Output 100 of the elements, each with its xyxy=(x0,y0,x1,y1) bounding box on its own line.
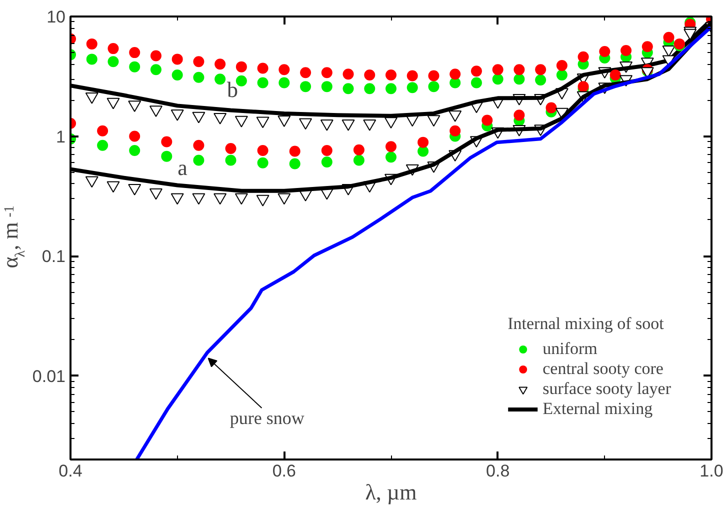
point xyxy=(193,140,204,151)
point xyxy=(482,114,493,126)
point xyxy=(386,83,396,94)
point xyxy=(418,136,429,148)
y-tick-label: 10 xyxy=(46,8,66,26)
point xyxy=(129,61,140,72)
point xyxy=(85,92,98,104)
point xyxy=(278,77,290,88)
x-tick-label: 0.4 xyxy=(58,462,82,480)
point xyxy=(386,141,396,152)
point xyxy=(599,46,610,58)
point xyxy=(321,81,332,92)
point xyxy=(299,118,312,130)
point xyxy=(610,69,621,80)
point xyxy=(172,69,183,80)
legend-label: uniform xyxy=(542,339,598,359)
point xyxy=(556,69,568,80)
point xyxy=(363,119,376,131)
point xyxy=(193,72,204,83)
point xyxy=(108,43,119,54)
point xyxy=(106,98,120,110)
x-axis-title: λ, µm xyxy=(365,480,417,504)
point xyxy=(97,140,108,151)
legend-label: central sooty core xyxy=(542,359,664,379)
y-tick-label: 0.01 xyxy=(32,366,66,386)
point xyxy=(321,67,332,78)
point xyxy=(450,125,461,136)
point xyxy=(406,82,418,94)
point xyxy=(321,145,332,156)
annotation: b xyxy=(227,77,238,102)
x-tick-label: 1.0 xyxy=(700,462,724,480)
point xyxy=(214,58,226,70)
point xyxy=(150,64,162,76)
point xyxy=(129,130,140,142)
x-tick-label: 0.6 xyxy=(272,462,296,480)
point xyxy=(514,110,525,121)
point xyxy=(257,62,268,74)
point xyxy=(406,70,418,82)
point xyxy=(470,77,482,88)
point xyxy=(342,68,354,80)
point xyxy=(172,54,183,65)
point xyxy=(278,193,291,205)
point xyxy=(578,51,589,62)
point xyxy=(225,154,236,166)
point xyxy=(257,145,268,156)
point xyxy=(450,68,461,80)
point xyxy=(97,125,108,136)
point xyxy=(427,115,440,127)
y-tick-label: 0.1 xyxy=(42,247,66,266)
point xyxy=(161,150,172,162)
point xyxy=(128,184,142,196)
point xyxy=(106,181,120,193)
annotation: pure snow xyxy=(230,408,304,428)
point xyxy=(193,56,204,68)
point xyxy=(225,143,236,154)
point xyxy=(492,64,504,76)
point xyxy=(470,66,482,77)
point xyxy=(663,32,674,43)
point xyxy=(364,69,376,80)
point xyxy=(300,81,312,92)
point xyxy=(514,64,525,76)
x-tick-label: 0.8 xyxy=(486,462,510,480)
point xyxy=(289,158,300,170)
point xyxy=(428,70,440,82)
point xyxy=(192,193,206,205)
point xyxy=(620,45,632,56)
y-axis-title: αλ, m-1 xyxy=(0,206,28,268)
point xyxy=(257,157,268,168)
point xyxy=(278,116,291,127)
point xyxy=(353,144,364,156)
y-tick-label: 1 xyxy=(56,127,66,146)
point xyxy=(170,193,184,205)
point xyxy=(192,112,206,124)
point xyxy=(492,74,504,85)
point xyxy=(236,75,247,86)
point xyxy=(257,77,268,88)
point xyxy=(149,188,162,200)
point xyxy=(556,60,568,71)
point xyxy=(86,38,98,50)
point xyxy=(234,116,248,128)
legend-label: External mixing xyxy=(542,399,653,419)
point xyxy=(129,47,140,58)
legend-label: surface sooty layer xyxy=(542,379,671,399)
point xyxy=(535,64,546,76)
point xyxy=(86,54,98,65)
point xyxy=(386,152,396,163)
point xyxy=(129,145,140,156)
point xyxy=(642,41,653,52)
point xyxy=(214,74,226,85)
point xyxy=(428,81,440,92)
point xyxy=(535,74,546,86)
point xyxy=(386,69,396,80)
point xyxy=(448,110,462,122)
point xyxy=(342,119,355,131)
point xyxy=(193,154,204,166)
point xyxy=(278,64,290,76)
point xyxy=(514,74,525,85)
point xyxy=(300,67,312,78)
point xyxy=(234,193,248,205)
point xyxy=(161,136,172,148)
